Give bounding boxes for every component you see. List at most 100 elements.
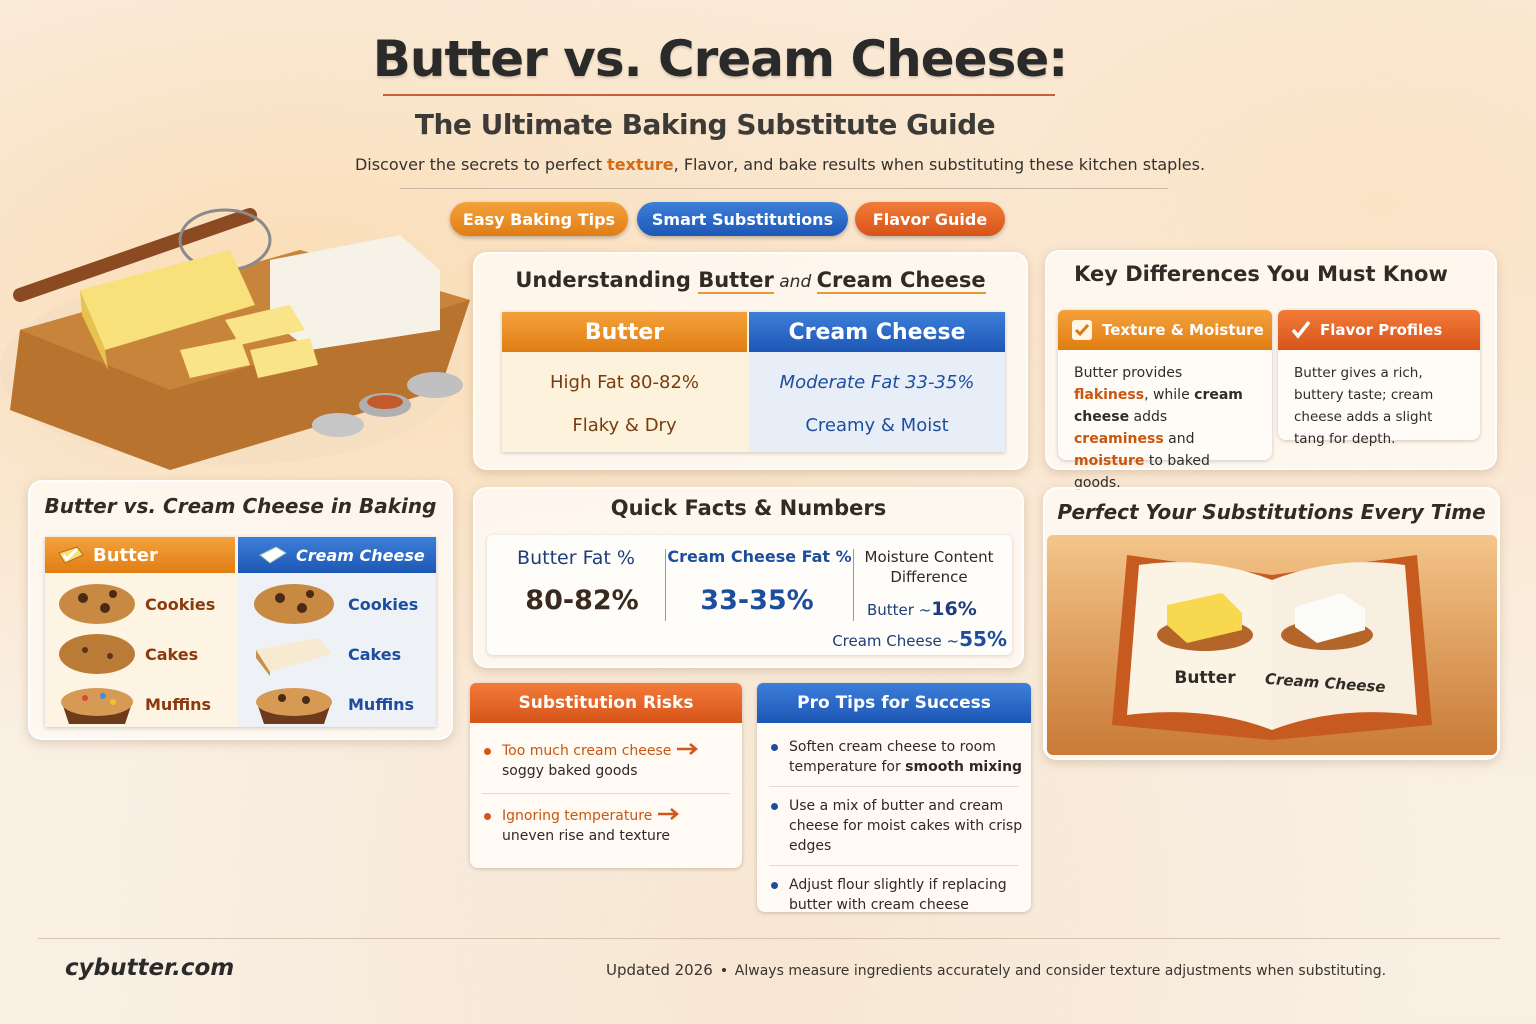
intro-highlight: texture xyxy=(607,155,674,174)
cell: Flaky & Dry xyxy=(572,414,677,436)
moisture-name: Butter ~ xyxy=(867,601,932,619)
tip-item: Adjust flour slightly if replacing butte… xyxy=(757,875,1031,915)
separator xyxy=(769,786,1019,787)
bullet xyxy=(771,803,778,810)
butter-icon xyxy=(58,546,84,564)
divider xyxy=(665,549,666,621)
item: Muffins xyxy=(248,679,433,729)
fact-value: 33-35% xyxy=(700,585,814,616)
cream-cheese-block xyxy=(270,235,440,350)
risk-effect: uneven rise and texture xyxy=(502,828,670,844)
text: , while xyxy=(1144,387,1195,403)
updated: Updated 2026 xyxy=(606,961,713,979)
moisture-line: Cream Cheese ~55% xyxy=(807,627,1007,651)
book-illustration: Butter Cream Cheese xyxy=(1047,535,1497,755)
column-head: Butter xyxy=(502,312,747,352)
butter-block xyxy=(1167,593,1242,643)
tip-item: Soften cream cheese to room temperature … xyxy=(757,737,1031,777)
separator-dot xyxy=(721,968,726,972)
card-head: Substitution Risks xyxy=(470,683,742,723)
title-text: Understanding xyxy=(515,268,699,292)
subtitle: The Ultimate Baking Substitute Guide xyxy=(414,108,996,141)
card-head: Pro Tips for Success xyxy=(757,683,1031,723)
divider xyxy=(853,549,854,621)
item: Cakes xyxy=(248,629,433,679)
tip-list: Soften cream cheese to room temperature … xyxy=(757,723,1031,915)
text-highlight: flakiness xyxy=(1074,387,1145,403)
check-icon xyxy=(1291,320,1311,339)
title-rule xyxy=(383,94,1055,96)
item: Muffins xyxy=(55,679,235,729)
item: Cookies xyxy=(55,579,235,629)
butter-block xyxy=(80,250,255,350)
card-title: Flavor Profiles xyxy=(1320,321,1443,339)
cookie-icon xyxy=(59,584,135,624)
card-head: Flavor Profiles xyxy=(1278,310,1480,350)
risk-list: Too much cream cheese soggy baked goods … xyxy=(470,723,742,846)
item-label: Cakes xyxy=(348,644,402,664)
card-text: Butter provides flakiness, while cream c… xyxy=(1058,350,1272,506)
intro-rule xyxy=(400,188,1168,189)
card-head: Texture & Moisture xyxy=(1058,310,1272,350)
compare-table: Butter Cream Cheese High Fat 80-82% Flak… xyxy=(502,312,1005,452)
card-text: Butter gives a rich, buttery taste; crea… xyxy=(1294,365,1434,447)
diff-card: Flavor Profiles Butter gives a rich, but… xyxy=(1278,310,1480,447)
tag[interactable]: Smart Substitutions xyxy=(637,202,848,236)
butter-side xyxy=(80,290,108,370)
footer-note: Updated 2026 Always measure ingredients a… xyxy=(606,961,1386,979)
risk-cause: Ignoring temperature xyxy=(502,808,653,824)
risk-item: Ignoring temperature uneven rise and tex… xyxy=(470,806,742,846)
item-list: Cookies Cakes Muffins xyxy=(55,579,235,729)
muffin-icon xyxy=(61,688,133,724)
text: Butter provides xyxy=(1074,365,1183,381)
cell: High Fat 80-82% xyxy=(549,371,699,393)
butter-illustration xyxy=(0,208,470,470)
item-label: Cookies xyxy=(145,594,216,614)
item: Cakes xyxy=(55,629,235,679)
tag[interactable]: Easy Baking Tips xyxy=(450,202,628,236)
tag[interactable]: Flavor Guide xyxy=(855,202,1005,236)
panel-title: Perfect Your Substitutions Every Time xyxy=(1057,500,1486,524)
intro-text: Discover the secrets to perfect xyxy=(354,155,608,174)
risk-item: Too much cream cheese soggy baked goods xyxy=(470,741,742,781)
tip-item: Use a mix of butter and cream cheese for… xyxy=(757,796,1031,856)
book-label: Butter xyxy=(1174,668,1236,688)
cheese-block xyxy=(1295,593,1365,643)
cell: Creamy & Moist xyxy=(805,414,949,436)
risks-card: Substitution Risks Too much cream cheese… xyxy=(470,683,742,868)
measuring-spoon xyxy=(312,413,364,437)
fact-label: Butter Fat % xyxy=(517,547,635,569)
bullet xyxy=(771,744,778,751)
arrow xyxy=(657,808,679,820)
risk-cause: Too much cream cheese xyxy=(502,743,672,759)
moisture-label: Moisture Content Difference xyxy=(864,548,994,586)
text-bold: cream cheese xyxy=(1074,387,1243,425)
column-name: Butter xyxy=(93,544,158,566)
intro-text: , Flavor, and bake results when substitu… xyxy=(673,155,1206,174)
tip-text: Soften cream cheese to room temperature … xyxy=(789,739,996,775)
main-title: Butter vs. Cream Cheese: xyxy=(372,30,1069,88)
moisture-value: 55% xyxy=(959,627,1007,651)
panel-title: Quick Facts & Numbers xyxy=(610,496,887,520)
baking-table: Butter Cream Cheese Cookies Cakes Muffin… xyxy=(45,537,436,727)
fact-label: Cream Cheese Fat % xyxy=(667,547,852,566)
panel-title: Butter vs. Cream Cheese in Baking xyxy=(44,494,437,518)
risk-effect: soggy baked goods xyxy=(502,763,638,779)
facts-box: Butter Fat % 80-82% Cream Cheese Fat % 3… xyxy=(487,535,1012,655)
item-label: Muffins xyxy=(348,694,415,714)
bullet xyxy=(484,748,491,755)
tip-text: Adjust flour slightly if replacing butte… xyxy=(789,877,1007,913)
text: and xyxy=(1163,431,1195,447)
butter-cube xyxy=(250,338,318,378)
tips-card: Pro Tips for Success Soften cream cheese… xyxy=(757,683,1031,915)
item-list: Cookies Cakes Muffins xyxy=(248,579,433,729)
panel-title: Key Differences You Must Know xyxy=(1074,262,1448,286)
tip-bold: smooth mixing xyxy=(905,759,1023,775)
column-head: Cream Cheese xyxy=(238,537,436,573)
rolling-pin xyxy=(13,208,257,302)
intro: Discover the secrets to perfect texture,… xyxy=(0,155,1536,174)
title-text: and xyxy=(773,272,817,292)
cake-icon xyxy=(59,634,135,674)
